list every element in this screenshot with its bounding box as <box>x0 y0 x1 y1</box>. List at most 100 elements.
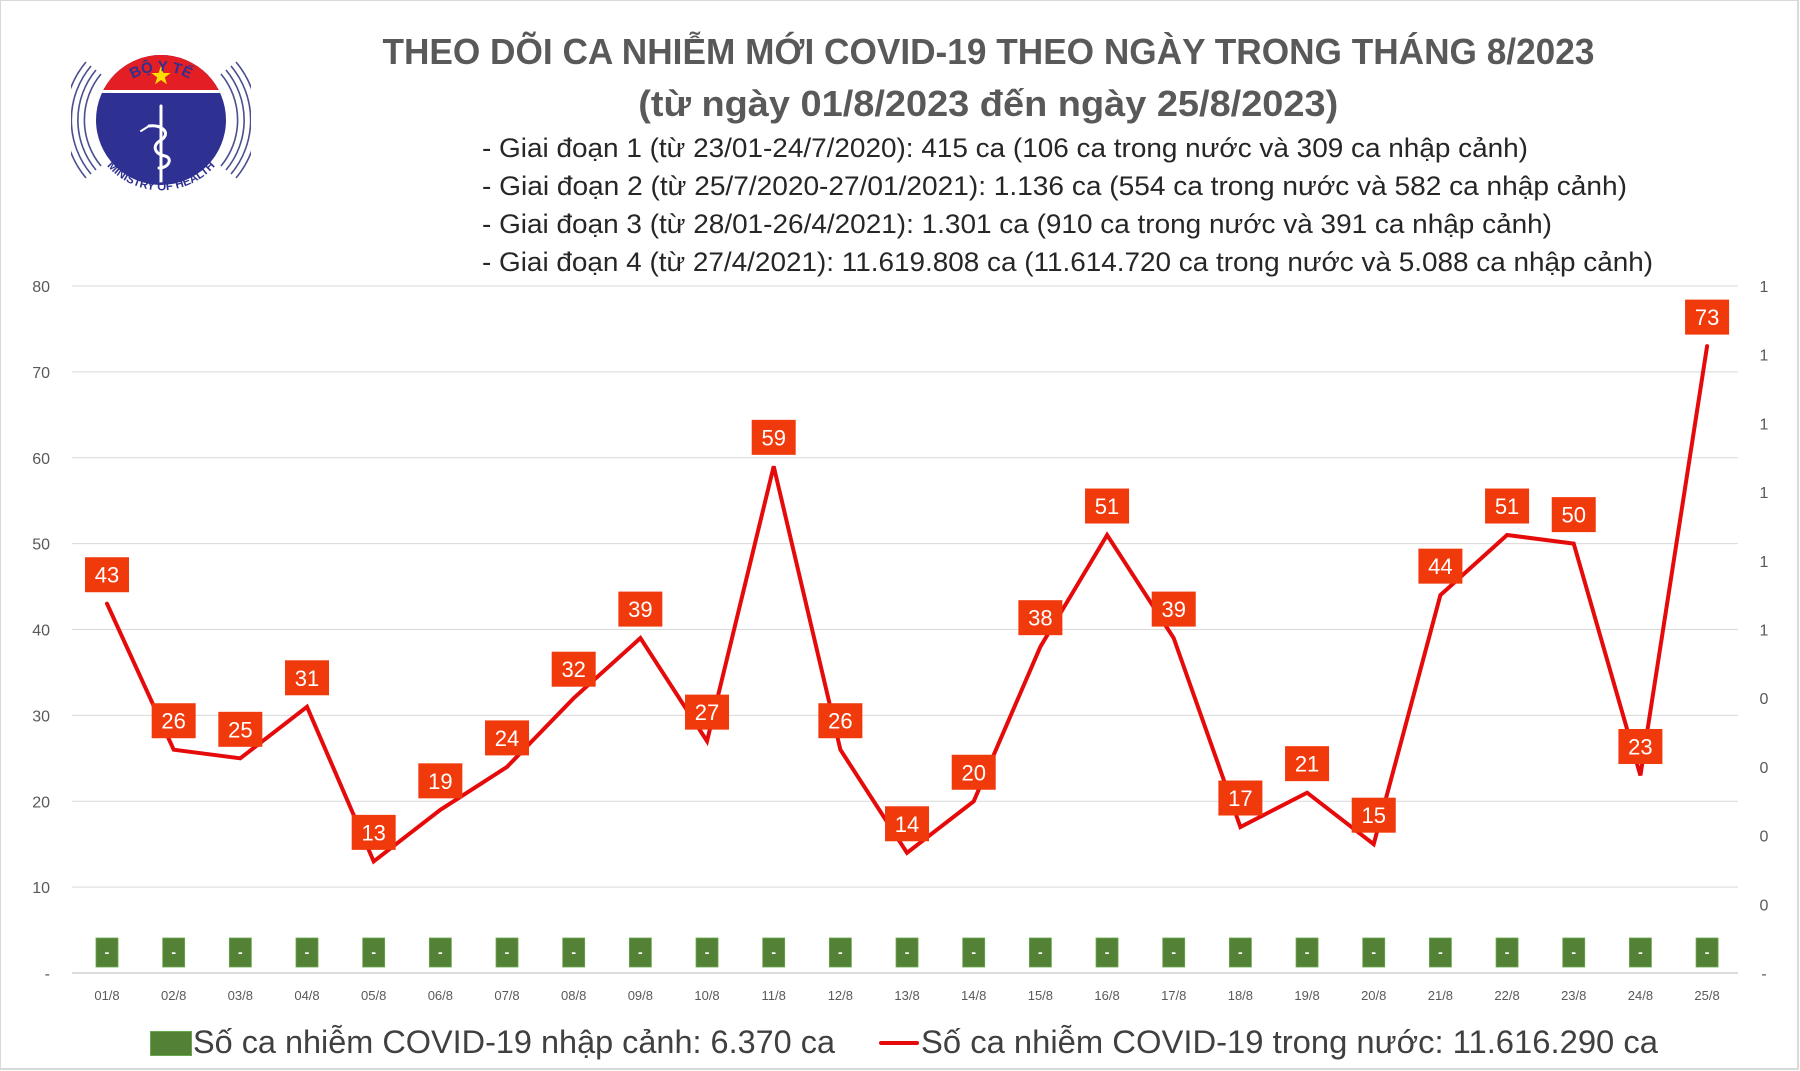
data-label: 27 <box>685 694 730 730</box>
import-bar-marker <box>95 937 119 968</box>
import-bar-label: - <box>1371 944 1376 960</box>
x-tick-label: 15/8 <box>1028 988 1053 1003</box>
right-y-tick-label: 1 <box>1760 279 1769 296</box>
legend-domestic-marker <box>879 1041 919 1045</box>
right-y-tick-label: - <box>1761 966 1766 983</box>
data-label: 23 <box>1618 728 1663 764</box>
import-bar-marker <box>695 937 719 968</box>
data-label-value: 51 <box>1095 494 1119 519</box>
data-label-value: 51 <box>1495 494 1519 519</box>
data-label: 59 <box>751 419 796 455</box>
phase-3-text: - Giai đoạn 3 (từ 28/01-26/4/2021): 1.30… <box>482 209 1552 239</box>
x-tick-label: 23/8 <box>1561 988 1586 1003</box>
phase-1-info: - Giai đoạn 1 (từ 23/01-24/7/2020): 415 … <box>482 131 1528 165</box>
data-label-value: 44 <box>1428 554 1452 579</box>
x-tick-label: 18/8 <box>1228 988 1253 1003</box>
data-label-value: 15 <box>1361 803 1385 828</box>
import-bar-label: - <box>971 944 976 960</box>
data-label-box <box>551 651 596 687</box>
data-label: 26 <box>818 703 863 739</box>
data-label: 51 <box>1485 488 1530 524</box>
data-label: 25 <box>218 711 263 747</box>
legend-import-label: Số ca nhiễm COVID-19 nhập cảnh: 6.370 ca <box>193 1024 836 1060</box>
ministry-of-health-logo: BỘ Y TẾ MINISTRY OF HEALTH <box>64 30 258 210</box>
data-label-value: 25 <box>228 717 252 742</box>
data-label-box <box>1218 780 1263 816</box>
import-bar-marker <box>1695 937 1719 968</box>
import-bar-label: - <box>1305 944 1310 960</box>
import-bar-label: - <box>905 944 910 960</box>
right-y-tick-label: 1 <box>1760 485 1769 502</box>
chart-subtitle-text: (từ ngày 01/8/2023 đến ngày 25/8/2023) <box>637 83 1339 124</box>
left-y-axis: - 10 20 30 40 50 60 70 80 <box>32 279 50 983</box>
data-label-box <box>1618 728 1663 764</box>
import-bar-marker <box>228 937 252 968</box>
x-tick-label: 14/8 <box>961 988 986 1003</box>
import-bar-marker <box>628 937 652 968</box>
left-y-tick-label: 20 <box>32 794 50 811</box>
import-bar-label: - <box>1571 944 1576 960</box>
left-y-tick-label: - <box>45 966 50 983</box>
data-label-box <box>1418 548 1463 584</box>
data-label-box <box>1351 797 1396 833</box>
data-label: 24 <box>485 720 530 756</box>
right-y-tick-label: 1 <box>1760 623 1769 640</box>
x-tick-label: 19/8 <box>1294 988 1319 1003</box>
right-y-tick-label: 0 <box>1760 760 1769 777</box>
x-tick-label: 21/8 <box>1428 988 1453 1003</box>
import-bar-label: - <box>371 944 376 960</box>
data-label-box <box>485 720 530 756</box>
import-bar-label: - <box>771 944 776 960</box>
data-label: 51 <box>1085 488 1130 524</box>
left-y-tick-label: 40 <box>32 623 50 640</box>
phase-1-text: - Giai đoạn 1 (từ 23/01-24/7/2020): 415 … <box>482 133 1528 163</box>
phase-2-text: - Giai đoạn 2 (từ 25/7/2020-27/01/2021):… <box>482 171 1627 201</box>
data-label-value: 32 <box>561 657 585 682</box>
domestic-cases-line <box>105 344 1710 865</box>
import-bar-label: - <box>1638 944 1643 960</box>
import-bar-marker <box>1228 937 1252 968</box>
data-label: 43 <box>85 557 129 593</box>
data-label-box <box>685 694 730 730</box>
data-label-box <box>1151 591 1196 627</box>
left-y-tick-label: 70 <box>32 365 50 382</box>
chart-title-text: THEO DÕI CA NHIỄM MỚI COVID-19 THEO NGÀY… <box>382 31 1594 72</box>
data-label: 21 <box>1285 746 1330 782</box>
domestic-cases-polyline <box>105 344 1710 865</box>
data-label-value: 39 <box>1161 597 1185 622</box>
import-bar-marker <box>1429 937 1452 968</box>
data-label: 19 <box>418 763 463 799</box>
import-bar-label: - <box>1505 944 1510 960</box>
x-tick-label: 12/8 <box>828 988 853 1003</box>
import-bar-marker <box>1495 937 1519 968</box>
data-label: 13 <box>351 814 396 850</box>
data-label-value: 59 <box>761 425 785 450</box>
x-tick-label: 17/8 <box>1161 988 1186 1003</box>
import-bar-label: - <box>638 944 643 960</box>
data-label-value: 73 <box>1695 305 1719 330</box>
import-bar-marker <box>495 937 519 968</box>
import-bar-label: - <box>438 944 443 960</box>
right-y-tick-label: 1 <box>1760 416 1769 433</box>
star-icon <box>151 66 171 85</box>
data-label-box <box>1551 497 1596 533</box>
import-bar-marker <box>1362 937 1386 968</box>
data-label-value: 24 <box>495 726 519 751</box>
x-tick-label: 07/8 <box>494 988 519 1003</box>
import-bar-label: - <box>238 944 243 960</box>
left-y-tick-label: 10 <box>32 880 50 897</box>
left-y-tick-label: 50 <box>32 537 50 554</box>
data-label: 26 <box>151 703 196 739</box>
chart-subtitle: (từ ngày 01/8/2023 đến ngày 25/8/2023) <box>0 82 1800 126</box>
import-bar-marker <box>828 937 852 968</box>
right-y-tick-label: 0 <box>1760 691 1769 708</box>
phase-3-info: - Giai đoạn 3 (từ 28/01-26/4/2021): 1.30… <box>482 207 1552 241</box>
import-bar-label: - <box>705 944 710 960</box>
phase-4-text: - Giai đoạn 4 (từ 27/4/2021): 11.619.808… <box>482 247 1654 277</box>
data-label-value: 26 <box>161 709 185 734</box>
import-bar-label: - <box>505 944 510 960</box>
legend-domestic-label: Số ca nhiễm COVID-19 trong nước: 11.616.… <box>921 1024 1659 1060</box>
legend-import-entry: Số ca nhiễm COVID-19 nhập cảnh: 6.370 ca <box>193 1022 835 1062</box>
x-tick-label: 05/8 <box>361 988 386 1003</box>
x-tick-label: 24/8 <box>1628 988 1653 1003</box>
